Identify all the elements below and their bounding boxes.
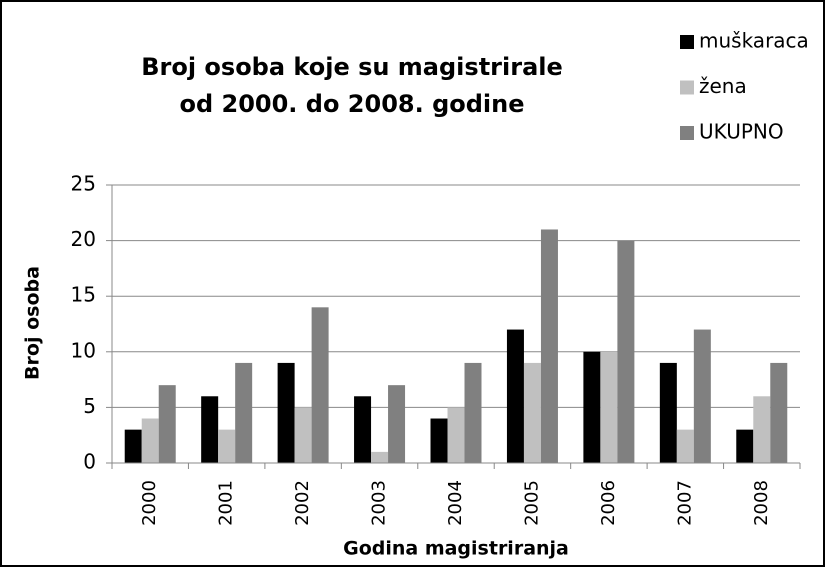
bar bbox=[676, 429, 694, 463]
bar bbox=[201, 396, 219, 463]
x-axis-title: Godina magistriranja bbox=[343, 538, 569, 560]
legend-swatch bbox=[680, 35, 694, 49]
x-tick-label: 2007 bbox=[674, 480, 695, 526]
y-tick-label: 20 bbox=[71, 227, 96, 251]
bar bbox=[371, 451, 389, 463]
x-tick-label: 2000 bbox=[139, 480, 160, 526]
bar bbox=[294, 407, 312, 463]
bar bbox=[770, 362, 788, 463]
y-tick-label: 25 bbox=[71, 172, 96, 196]
y-axis-title: Broj osoba bbox=[22, 266, 44, 380]
y-tick-label: 10 bbox=[71, 338, 96, 362]
y-tick-label: 5 bbox=[83, 394, 96, 418]
bar bbox=[540, 229, 558, 463]
bar bbox=[659, 362, 677, 463]
x-tick-label: 2004 bbox=[445, 480, 466, 526]
bar bbox=[354, 396, 372, 463]
legend-label: UKUPNO bbox=[699, 120, 784, 144]
legend-label: žena bbox=[699, 74, 747, 98]
bar bbox=[693, 329, 711, 463]
bar bbox=[464, 362, 482, 463]
x-tick-label: 2003 bbox=[369, 480, 390, 526]
bar bbox=[753, 396, 771, 463]
legend-swatch bbox=[680, 126, 694, 140]
legend-swatch bbox=[680, 80, 694, 95]
bar bbox=[600, 351, 618, 463]
bar bbox=[124, 429, 142, 463]
x-tick-label: 2002 bbox=[292, 480, 313, 526]
bar bbox=[158, 385, 176, 463]
chart-title: Broj osoba koje su magistrirale bbox=[141, 53, 563, 81]
chart-title: od 2000. do 2008. godine bbox=[179, 90, 524, 118]
x-tick-label: 2006 bbox=[598, 480, 619, 526]
bar bbox=[430, 418, 448, 463]
bar bbox=[388, 385, 406, 463]
bar bbox=[506, 329, 524, 463]
x-tick-label: 2001 bbox=[216, 480, 237, 526]
y-tick-label: 15 bbox=[71, 283, 96, 307]
x-tick-label: 2005 bbox=[521, 480, 542, 526]
bar bbox=[523, 362, 541, 463]
legend-label: muškaraca bbox=[699, 29, 809, 53]
bar bbox=[736, 429, 754, 463]
bar bbox=[141, 418, 159, 463]
bar bbox=[277, 362, 295, 463]
x-tick-label: 2008 bbox=[751, 480, 772, 526]
y-tick-label: 0 bbox=[83, 450, 96, 474]
bar bbox=[218, 429, 236, 463]
bar bbox=[235, 362, 253, 463]
bar bbox=[311, 307, 329, 463]
bar bbox=[447, 407, 465, 463]
bar bbox=[617, 240, 635, 463]
bar bbox=[583, 351, 601, 463]
